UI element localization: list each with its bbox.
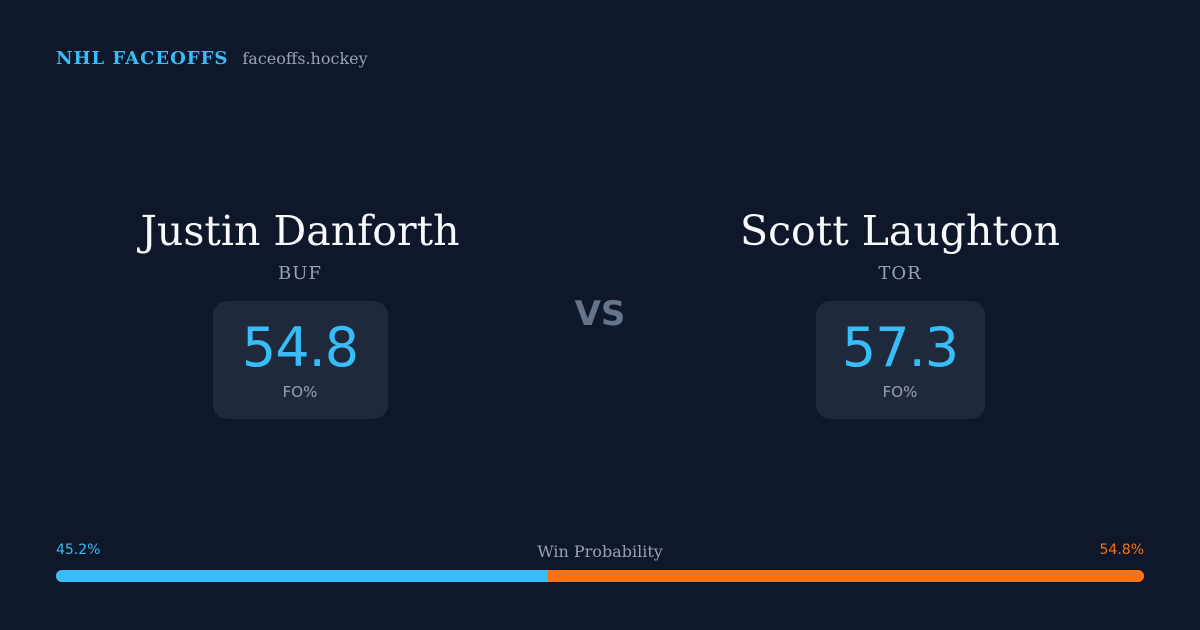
player-name: Justin Danforth	[140, 207, 460, 255]
win-probability-left-value: 45.2%	[56, 542, 101, 558]
team-abbreviation: TOR	[878, 263, 922, 284]
win-probability-right-fill	[547, 570, 1144, 582]
win-probability-left-fill	[56, 570, 548, 582]
player-name: Scott Laughton	[739, 207, 1060, 255]
faceoff-percentage-label: FO%	[882, 383, 918, 401]
faceoff-percentage-value: 57.3	[841, 316, 959, 379]
brand-domain: faceoffs.hockey	[242, 49, 368, 68]
win-probability-title: Win Probability	[537, 542, 663, 561]
player-right: Scott Laughton TOR 57.3 FO%	[680, 205, 1120, 419]
faceoff-stat-card: 54.8 FO%	[212, 301, 388, 419]
win-probability-bar	[56, 570, 1144, 582]
faceoff-percentage-value: 54.8	[241, 316, 359, 379]
team-abbreviation: BUF	[278, 263, 322, 284]
player-left: Justin Danforth BUF 54.8 FO%	[80, 205, 520, 419]
brand-name: NHL FACEOFFS	[56, 48, 229, 69]
win-probability-right-value: 54.8%	[1099, 542, 1144, 558]
faceoff-stat-card: 57.3 FO%	[815, 301, 985, 419]
brand-header: NHL FACEOFFS faceoffs.hockey	[56, 48, 368, 69]
versus-label: VS	[574, 294, 626, 334]
faceoff-percentage-label: FO%	[282, 383, 318, 401]
win-probability-labels: 45.2% Win Probability 54.8%	[56, 542, 1144, 564]
